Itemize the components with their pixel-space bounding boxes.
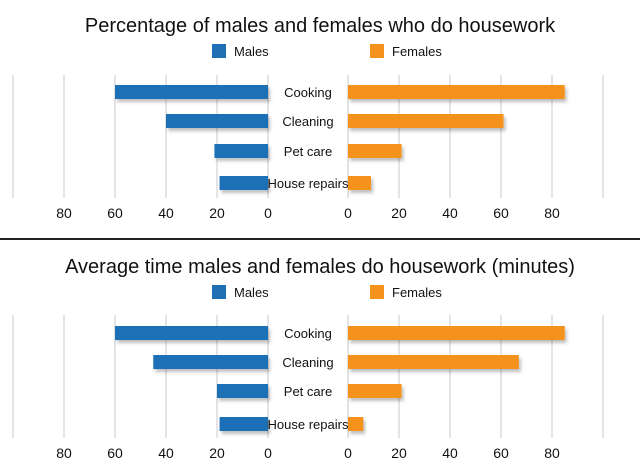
category-label: Pet care <box>284 144 332 159</box>
chart-title: Percentage of males and females who do h… <box>85 15 556 37</box>
legend-label-females: Females <box>392 285 442 300</box>
x-tick-label-left: 0 <box>264 205 272 221</box>
category-label: Cleaning <box>282 114 333 129</box>
x-tick-label-right: 20 <box>391 445 407 461</box>
chart-title: Average time males and females do housew… <box>65 256 575 278</box>
bar-females-pet-care <box>348 144 402 158</box>
legend: Males Females <box>212 285 442 300</box>
tick-labels: 80 60 40 20 0 0 20 40 60 80 <box>56 205 560 221</box>
bar-females-cooking <box>348 326 565 340</box>
x-tick-label-right: 40 <box>442 205 458 221</box>
legend-label-males: Males <box>234 285 269 300</box>
bars: Cooking Cleaning Pet care House repairs <box>115 326 565 432</box>
x-tick-label-right: 60 <box>493 205 509 221</box>
x-tick-label-left: 40 <box>158 205 174 221</box>
legend-label-females: Females <box>392 44 442 59</box>
legend: Males Females <box>212 44 442 59</box>
chart-panel-time: Average time males and females do housew… <box>12 256 604 461</box>
bars: Cooking Cleaning Pet care House repairs <box>115 85 565 191</box>
x-tick-label-right: 60 <box>493 445 509 461</box>
x-tick-label-left: 20 <box>209 445 225 461</box>
x-tick-label-right: 20 <box>391 205 407 221</box>
bar-males-cooking <box>115 326 268 340</box>
legend-swatch-females <box>370 44 384 58</box>
x-tick-label-left: 60 <box>107 205 123 221</box>
tick-labels: 80 60 40 20 0 0 20 40 60 80 <box>56 445 560 461</box>
x-tick-label-right: 0 <box>344 445 352 461</box>
legend-swatch-males <box>212 285 226 299</box>
x-tick-label-left: 20 <box>209 205 225 221</box>
bar-males-pet-care <box>214 144 268 158</box>
x-tick-label-left: 0 <box>264 445 272 461</box>
bar-females-cleaning <box>348 114 504 128</box>
x-tick-label-right: 80 <box>544 205 560 221</box>
category-label: Cleaning <box>282 355 333 370</box>
bar-females-house-repairs <box>348 176 371 190</box>
legend-swatch-males <box>212 44 226 58</box>
bar-females-house-repairs <box>348 417 364 431</box>
category-label: Pet care <box>284 384 332 399</box>
bar-females-cleaning <box>348 355 519 369</box>
x-tick-label-left: 40 <box>158 445 174 461</box>
category-label: Cooking <box>284 326 332 341</box>
bar-males-cooking <box>115 85 268 99</box>
chart-panel-percentage: Percentage of males and females who do h… <box>12 15 604 221</box>
bar-females-pet-care <box>348 384 402 398</box>
bar-males-house-repairs <box>219 417 268 431</box>
bar-males-house-repairs <box>219 176 268 190</box>
x-tick-label-right: 0 <box>344 205 352 221</box>
x-tick-label-left: 80 <box>56 445 72 461</box>
x-tick-label-right: 80 <box>544 445 560 461</box>
bar-males-cleaning <box>153 355 268 369</box>
legend-swatch-females <box>370 285 384 299</box>
bar-males-pet-care <box>217 384 268 398</box>
legend-label-males: Males <box>234 44 269 59</box>
x-tick-label-left: 80 <box>56 205 72 221</box>
x-tick-label-right: 40 <box>442 445 458 461</box>
bar-females-cooking <box>348 85 565 99</box>
category-label: Cooking <box>284 85 332 100</box>
category-label: House repairs <box>268 417 349 432</box>
category-label: House repairs <box>268 176 349 191</box>
x-tick-label-left: 60 <box>107 445 123 461</box>
bar-males-cleaning <box>166 114 268 128</box>
